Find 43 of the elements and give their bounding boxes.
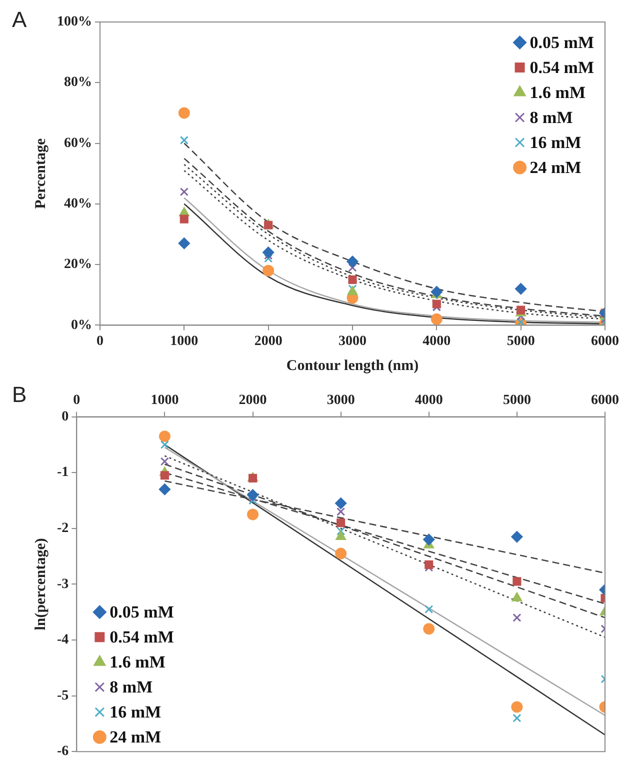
y-tick-label: 40% <box>64 196 92 212</box>
x-tick-label: 2000 <box>238 393 267 408</box>
legend-label: 16 mM <box>110 702 162 722</box>
x-tick-label: 5000 <box>502 393 531 408</box>
y-tick-label: 0 <box>62 409 69 424</box>
y-tick-label: -4 <box>56 632 69 648</box>
x-tick-label: 1000 <box>170 334 198 350</box>
legend-label: 16 mM <box>530 132 582 152</box>
legend-label: 0.54 mM <box>530 58 594 77</box>
y-tick-label: -5 <box>56 688 69 704</box>
x-tick-label: 3000 <box>326 393 355 408</box>
y-tick-label: 100% <box>57 14 92 30</box>
y-tick-label: -3 <box>56 576 69 592</box>
y-tick-label: -2 <box>56 521 69 536</box>
legend-label: 0.54 mM <box>110 627 174 646</box>
x-tick-label: 5000 <box>506 334 535 350</box>
y-axis-title: Percentage <box>32 138 49 209</box>
legend-label: 1.6 mM <box>110 652 166 672</box>
x-tick-label: 3000 <box>338 334 366 350</box>
chart-title: A <box>12 7 27 32</box>
legend-label: 24 mM <box>110 727 162 746</box>
x-tick-label: 6000 <box>591 334 619 350</box>
y-tick-label: 20% <box>64 257 92 272</box>
legend-label: 0.05 mM <box>110 602 174 622</box>
y-tick-label: -6 <box>56 744 69 760</box>
x-axis-title: Contour length (nm) <box>286 358 419 374</box>
chart-title: B <box>12 382 27 408</box>
x-tick-label: 4000 <box>414 393 443 408</box>
legend-label: 1.6 mM <box>530 82 586 102</box>
y-tick-label: -1 <box>56 465 69 480</box>
x-tick-label: 2000 <box>254 334 282 350</box>
y-axis-title: ln(percentage) <box>32 538 49 630</box>
x-tick-label: 4000 <box>422 334 451 350</box>
x-tick-label: 1000 <box>150 393 179 408</box>
legend-label: 0.05 mM <box>530 32 594 52</box>
y-tick-label: 80% <box>64 75 92 90</box>
legend-label: 24 mM <box>530 158 582 177</box>
x-tick-label: 6000 <box>591 393 619 408</box>
legend-label: 8 mM <box>110 677 153 696</box>
y-tick-label: 60% <box>64 136 92 151</box>
y-tick-label: 0% <box>71 318 92 333</box>
x-tick-label: 0 <box>96 334 104 350</box>
legend-label: 8 mM <box>530 108 573 127</box>
